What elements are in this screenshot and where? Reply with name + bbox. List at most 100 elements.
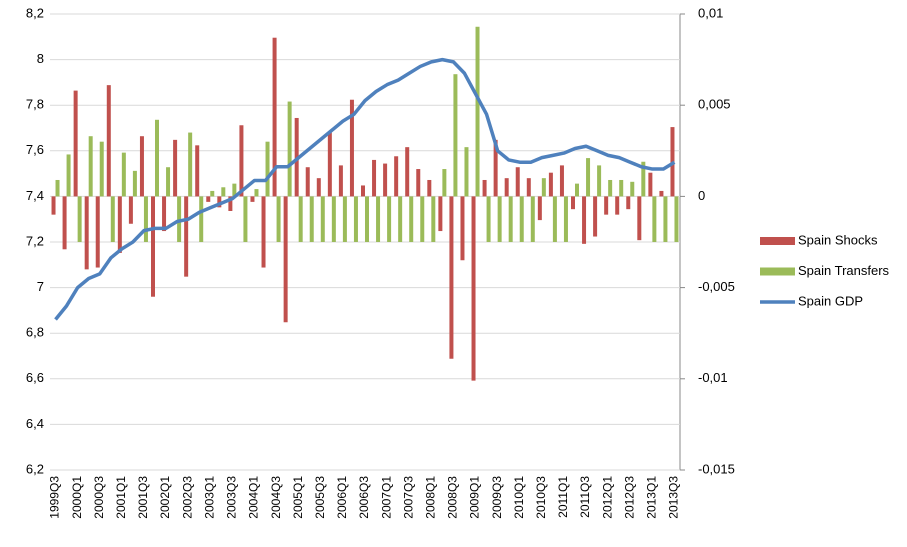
bar — [582, 196, 587, 244]
bar — [162, 196, 167, 232]
bar — [51, 196, 56, 215]
x-tick-label: 2013Q1 — [645, 476, 659, 519]
x-tick-label: 2012Q3 — [622, 476, 636, 519]
bar — [239, 125, 244, 197]
bar — [327, 132, 332, 197]
x-tick-label: 2004Q1 — [247, 476, 261, 519]
bar — [482, 179, 487, 197]
bar — [615, 196, 620, 215]
x-tick-label: 2008Q1 — [423, 476, 437, 519]
bar — [659, 190, 664, 197]
bar — [648, 172, 653, 197]
bar — [206, 196, 211, 202]
bar — [338, 165, 343, 197]
x-tick-label: 2004Q3 — [269, 476, 283, 519]
bar — [132, 170, 137, 197]
bar — [504, 178, 509, 197]
x-tick-label: 2012Q1 — [600, 476, 614, 519]
bar — [305, 167, 310, 197]
x-tick-label: 2006Q1 — [335, 476, 349, 519]
y-tick-label: 6,6 — [26, 370, 44, 385]
bar — [117, 196, 122, 253]
x-tick-label: 2011Q3 — [578, 476, 592, 518]
bar — [460, 196, 465, 261]
bar — [243, 196, 248, 242]
legend-swatch — [760, 267, 795, 276]
bar — [106, 85, 111, 197]
legend-swatch — [760, 237, 795, 245]
bar — [652, 196, 657, 242]
bar — [173, 139, 178, 197]
bar — [372, 159, 377, 197]
bar — [110, 196, 115, 242]
bar — [250, 196, 255, 202]
bar — [438, 196, 443, 232]
y-tick-label: 7,8 — [26, 97, 44, 112]
bar — [66, 154, 71, 197]
bar — [320, 196, 325, 242]
bar — [128, 196, 133, 224]
bar — [199, 196, 204, 242]
bar — [608, 179, 613, 197]
bar — [95, 196, 100, 268]
bar — [442, 169, 447, 197]
y-tick-label: 6,8 — [26, 325, 44, 340]
legend-label: Spain Transfers — [798, 263, 890, 278]
bar — [409, 196, 414, 242]
bar — [486, 196, 491, 242]
bar — [453, 74, 458, 197]
bar — [420, 196, 425, 242]
bar — [416, 169, 421, 197]
y-tick-label: 8,2 — [26, 5, 44, 20]
bar — [508, 196, 513, 242]
bar — [515, 167, 520, 197]
bar — [188, 132, 193, 197]
bar — [519, 196, 524, 242]
bar — [530, 196, 535, 242]
bar — [563, 196, 568, 242]
x-tick-label: 2005Q3 — [313, 476, 327, 519]
x-tick-label: 2010Q3 — [534, 476, 548, 519]
bar — [537, 196, 542, 221]
bar — [232, 183, 237, 197]
bar — [597, 165, 602, 197]
bar — [641, 161, 646, 197]
bar — [630, 181, 635, 197]
bar — [398, 196, 403, 242]
bar — [471, 196, 476, 381]
bar — [184, 196, 189, 277]
bar — [449, 196, 454, 359]
x-tick-label: 2007Q3 — [401, 476, 415, 519]
bar — [298, 196, 303, 242]
bar — [674, 196, 679, 242]
bar — [497, 196, 502, 242]
bar — [195, 145, 200, 197]
x-tick-label: 2011Q1 — [556, 476, 570, 518]
x-tick-label: 2002Q1 — [158, 476, 172, 519]
y2-tick-label: 0,01 — [698, 5, 723, 20]
x-tick-label: 2009Q1 — [468, 476, 482, 519]
y2-tick-label: 0,005 — [698, 97, 731, 112]
bar — [283, 196, 288, 323]
x-tick-label: 2003Q1 — [202, 476, 216, 519]
x-tick-label: 2010Q1 — [512, 476, 526, 519]
bar — [394, 156, 399, 197]
bar — [254, 189, 259, 197]
y-tick-label: 7,2 — [26, 233, 44, 248]
legend-label: Spain Shocks — [798, 232, 878, 247]
y-tick-label: 6,2 — [26, 461, 44, 476]
bar — [365, 196, 369, 242]
y-tick-label: 6,4 — [26, 416, 44, 431]
bar — [376, 196, 381, 242]
bar — [626, 196, 631, 210]
bar — [586, 158, 591, 197]
bar — [387, 196, 392, 242]
bar — [77, 196, 82, 242]
bar — [541, 178, 546, 197]
bar — [431, 196, 436, 242]
y-tick-label: 7,4 — [26, 188, 44, 203]
bar — [166, 167, 171, 197]
bar — [55, 179, 60, 197]
x-tick-label: 2001Q3 — [136, 476, 150, 519]
bar — [276, 196, 281, 242]
